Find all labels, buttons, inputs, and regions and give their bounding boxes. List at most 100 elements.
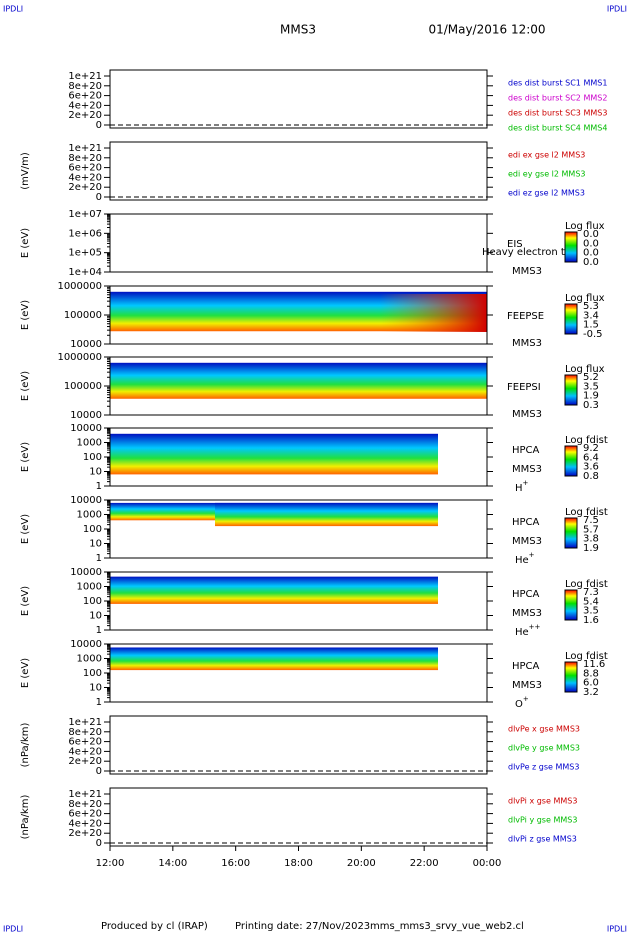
instrument-label: FEEPSE [507,311,544,322]
y-axis-label: E (eV) [20,371,31,401]
panel-frame [109,213,488,273]
legend-entry: des dist burst SC2 MMS2 [508,94,607,103]
spacecraft-label: MMS3 [512,608,542,619]
footer-file: mms_mms3_srvy_vue_web2.cl [370,921,524,932]
species: He [515,555,529,566]
y-axis-label: E (eV) [20,442,31,472]
y-tick-label: 4e+20 [68,100,102,111]
x-tick-label: 20:00 [347,858,376,869]
y-tick-label: 1e+06 [68,228,102,239]
y-axis-label: (mV/m) [20,152,31,190]
colorbar-label: 6.0 [583,678,599,689]
x-tick-label: 16:00 [221,858,250,869]
y-tick-label: 1e+21 [68,71,102,82]
colorbar [564,303,578,335]
x-tick-label: 18:00 [284,858,313,869]
y-tick-label: 4e+20 [68,172,102,183]
colorbar [564,445,578,477]
spectrogram [110,647,438,671]
colorbar-label: 3.2 [583,687,599,698]
colorbar-label: 3.4 [583,310,599,321]
corner-label: IPDLI [3,5,23,14]
colorbar-label: 8.8 [583,668,599,679]
legend-entry: dlvPe x gse MMS3 [508,725,580,734]
date: 01/May/2016 12:00 [428,23,545,37]
y-tick-label: 6e+20 [68,737,102,748]
y-tick-label: 1 [96,481,102,492]
legend-entry: edi ex gse l2 MMS3 [508,151,585,160]
y-tick-label: 0 [96,120,102,131]
colorbar-label: 6.4 [583,452,599,463]
legend-entry: edi ey gse l2 MMS3 [508,170,586,179]
corner-label: IPDLI [607,925,627,934]
y-tick-label: 1000 [77,438,102,449]
legend-entry: dlvPe z gse MMS3 [508,763,579,772]
y-tick-label: 100000 [64,310,102,321]
y-tick-label: 10000 [70,639,102,650]
instrument-label: EIS [507,239,523,250]
y-tick-label: 10 [89,539,102,550]
colorbar-label: 5.4 [583,596,599,607]
legend-entry: dlvPi y gse MMS3 [508,816,577,825]
y-tick-label: 10000 [70,495,102,506]
spacecraft-label: MMS3 [512,464,542,475]
y-tick-label: 100 [83,452,102,463]
colorbar-title: Log flux [565,293,605,304]
y-tick-label: 0 [96,838,102,849]
charge: + [523,695,529,703]
legend-entry: dlvPi x gse MMS3 [508,797,577,806]
y-tick-label: 10000 [70,423,102,434]
y-axis-label: (nPa/km) [20,723,31,768]
instrument-label: HPCA [512,661,540,672]
y-axis-label: E (eV) [20,586,31,616]
corner-label: IPDLI [3,925,23,934]
colorbar-label: 0.0 [583,257,599,268]
y-tick-label: 1000000 [57,281,102,292]
y-tick-label: 6e+20 [68,809,102,820]
legend-entry: dlvPi z gse MMS3 [508,835,577,844]
colorbar [564,517,578,549]
y-tick-label: 8e+20 [68,799,102,810]
instrument-label: HPCA [512,517,540,528]
colorbar-label: 3.6 [583,462,599,473]
colorbar-label: 5.7 [583,524,599,535]
colorbar [564,589,578,621]
panel-frame [109,787,488,847]
colorbar-title: Log fdist [565,507,608,518]
colorbar-label: -0.5 [583,329,603,340]
colorbar-label: 7.5 [583,515,599,526]
species: O [515,699,523,710]
spacecraft-label: MMS3 [512,536,542,547]
y-axis-label: E (eV) [20,658,31,688]
y-tick-label: 10000 [70,339,102,350]
footer-date: Printing date: 27/Nov/2023 [235,921,370,932]
x-tick-label: 22:00 [410,858,439,869]
instrument-label: HPCA [512,445,540,456]
y-tick-label: 8e+20 [68,153,102,164]
y-axis-label: E (eV) [20,300,31,330]
y-tick-label: 8e+20 [68,727,102,738]
y-tick-label: 1 [96,553,102,564]
spectrogram [110,576,438,604]
y-tick-label: 100000 [64,381,102,392]
colorbar-label: 9.2 [583,443,599,454]
colorbar [564,661,578,693]
x-tick-label: 14:00 [158,858,187,869]
colorbar-label: 3.5 [583,606,599,617]
instrument-label: FEEPSI [507,382,541,393]
colorbar-title: Log fdist [565,435,608,446]
y-tick-label: 100 [83,524,102,535]
footer-credit: Produced by cl (IRAP) [101,921,208,932]
legend-entry: edi ez gse l2 MMS3 [508,189,585,198]
panel-frame [109,141,488,201]
colorbar-label: 3.5 [583,381,599,392]
panel-frame [109,715,488,775]
colorbar [564,374,578,406]
y-tick-label: 1000000 [57,352,102,363]
y-axis-label: (nPa/km) [20,795,31,840]
colorbar-title: Log flux [565,221,605,232]
y-tick-label: 10000 [70,567,102,578]
colorbar-title: Log fdist [565,651,608,662]
y-tick-label: 2e+20 [68,756,102,767]
